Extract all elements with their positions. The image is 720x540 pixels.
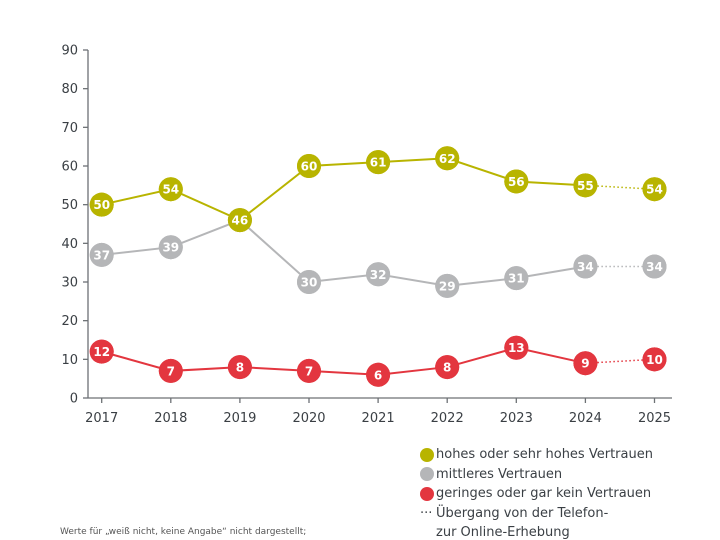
data-label: 7 [305,364,313,378]
data-label: 60 [301,160,318,174]
data-label: 34 [646,260,663,274]
data-point [573,254,598,279]
data-label: 31 [508,272,525,286]
data-point [642,177,667,202]
data-point [227,355,252,380]
y-tick-label: 50 [61,198,78,213]
data-point [297,154,321,178]
data-label: 9 [581,357,589,371]
data-label: 6 [374,368,382,382]
data-point [297,358,321,383]
y-tick-label: 20 [61,314,78,329]
data-point [573,173,598,198]
data-point [89,242,114,267]
data-point [504,169,529,194]
data-label: 29 [439,279,456,293]
legend-dot [420,486,434,501]
data-point [435,355,460,380]
data-label: 54 [646,183,663,197]
data-label: 54 [162,183,179,197]
data-point [89,339,114,364]
legend-dot [420,447,434,462]
data-point [366,150,391,175]
data-label: 61 [370,156,387,170]
data-point [89,192,114,217]
x-tick-label: 2021 [362,411,395,426]
data-point [158,235,183,260]
data-label: 50 [93,198,110,212]
data-label: 7 [167,364,175,378]
x-tick-label: 2018 [154,411,187,426]
y-tick-label: 70 [61,121,78,136]
data-label: 12 [93,345,110,359]
series-line-0 [101,157,586,222]
data-label: 8 [443,361,451,375]
legend-dot [420,467,434,482]
y-tick-label: 60 [61,160,78,175]
legend-item-low: geringes oder gar kein Vertrauen [420,484,653,504]
y-tick-label: 90 [61,44,78,59]
y-tick-label: 80 [61,82,78,97]
x-tick-label: 2022 [431,411,464,426]
data-point [504,335,529,360]
data-label: 32 [370,268,387,282]
legend-label-continued: zur Online-Erhebung [436,525,570,540]
data-label: 56 [508,175,525,189]
data-label: 13 [508,341,525,355]
legend-item-transition: ··· Übergang von der Telefon- [420,504,653,524]
x-tick-label: 2023 [500,411,533,426]
x-tick-label: 2019 [223,411,256,426]
data-point [297,270,321,294]
y-tick-label: 40 [61,237,78,252]
data-point [366,262,391,287]
x-tick-label: 2020 [292,411,325,426]
data-label: 62 [439,152,456,166]
dotted-line-icon: ··· [420,505,433,521]
legend-label: Übergang von der Telefon- [436,505,609,521]
data-point [158,177,183,202]
y-tick-label: 0 [70,392,78,407]
y-tick-label: 10 [61,353,78,368]
y-tick-label: 30 [61,276,78,291]
x-tick-label: 2024 [569,411,602,426]
data-point [366,362,391,387]
x-tick-label: 2017 [85,411,118,426]
data-label: 39 [162,241,179,255]
data-point [227,208,252,233]
footnote: Werte für „weiß nicht, keine Angabe“ nic… [60,527,307,537]
legend-label: mittleres Vertrauen [436,466,563,482]
x-tick-label: 2025 [638,411,671,426]
legend-item-medium: mittleres Vertrauen [420,465,653,485]
data-label: 30 [301,276,318,290]
data-label: 34 [577,260,594,274]
data-point [504,266,529,291]
data-point [435,273,460,298]
data-point [158,358,183,383]
data-point [642,347,667,372]
data-point [435,146,460,171]
data-label: 10 [646,353,663,367]
data-label: 55 [577,179,594,193]
legend-label: geringes oder gar kein Vertrauen [436,486,652,501]
legend: hohes oder sehr hohes Vertrauen mittlere… [420,445,653,540]
data-label: 46 [232,214,249,228]
data-point [573,351,598,376]
data-point [642,254,667,279]
legend-label: hohes oder sehr hohes Vertrauen [436,447,653,462]
legend-item-high: hohes oder sehr hohes Vertrauen [420,445,653,465]
data-label: 8 [236,361,244,375]
data-label: 37 [93,248,110,262]
